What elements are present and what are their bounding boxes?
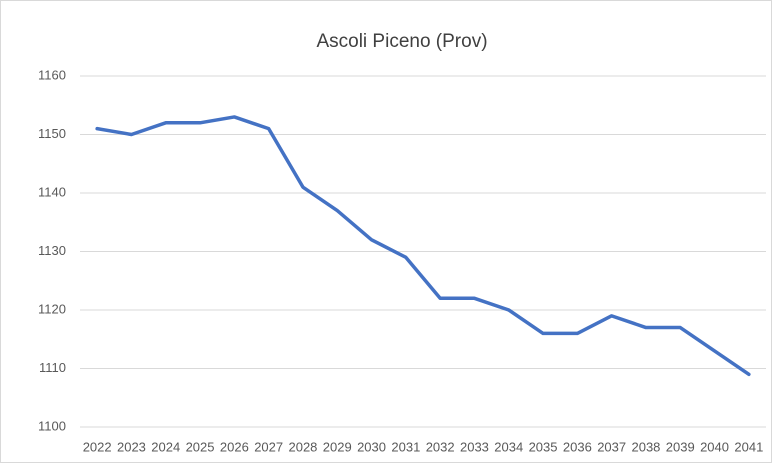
x-tick-label: 2032	[426, 439, 455, 454]
x-tick-label: 2036	[563, 439, 592, 454]
y-tick-label: 1110	[39, 360, 66, 375]
y-tick-label: 1160	[38, 67, 66, 82]
x-tick-label: 2023	[117, 439, 146, 454]
x-tick-label: 2041	[734, 439, 763, 454]
y-tick-label: 1150	[38, 126, 66, 141]
x-tick-label: 2028	[288, 439, 317, 454]
y-tick-label: 1120	[38, 301, 66, 316]
x-tick-label: 2037	[597, 439, 626, 454]
x-tick-label: 2039	[666, 439, 695, 454]
x-tick-label: 2030	[357, 439, 386, 454]
y-tick-label: 1130	[38, 243, 66, 258]
x-tick-label: 2040	[700, 439, 729, 454]
x-tick-label: 2027	[254, 439, 283, 454]
line-series	[95, 115, 751, 377]
x-tick-label: 2031	[391, 439, 420, 454]
y-tick-label: 1140	[38, 184, 66, 199]
x-tick-label: 2026	[220, 439, 249, 454]
x-tick-label: 2034	[494, 439, 523, 454]
x-tick-label: 2025	[186, 439, 215, 454]
x-tick-label: 2022	[83, 439, 112, 454]
x-tick-label: 2029	[323, 439, 352, 454]
x-tick-label: 2035	[529, 439, 558, 454]
chart-title: Ascoli Piceno (Prov)	[316, 31, 487, 52]
x-tick-label: 2033	[460, 439, 489, 454]
x-tick-label: 2038	[631, 439, 660, 454]
x-tick-label: 2024	[151, 439, 180, 454]
y-tick-label: 1100	[38, 418, 66, 433]
